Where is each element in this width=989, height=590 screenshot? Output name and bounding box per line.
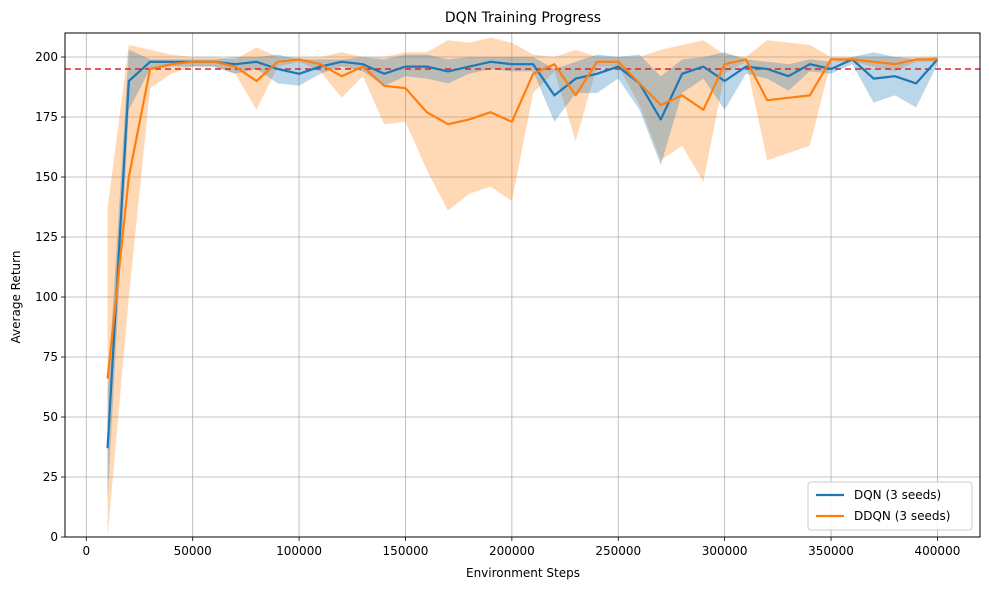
- plot-frame: [64, 32, 981, 538]
- y-tick-label: 175: [35, 110, 58, 124]
- x-tick-label: 200000: [489, 544, 535, 558]
- confidence-band-ddqn: [107, 37, 938, 538]
- x-tick-label: 350000: [808, 544, 854, 558]
- axis-ticks: 0 50000 100000 150000 200000 250000 300000 3500…: [35, 50, 960, 558]
- confidence-bands: [107, 37, 938, 538]
- y-tick-label: 150: [35, 170, 58, 184]
- x-tick-label: 150000: [383, 544, 429, 558]
- x-tick-label: 50000: [174, 544, 212, 558]
- y-tick-label: 25: [43, 470, 58, 484]
- legend-label: DQN (3 seeds): [854, 488, 941, 502]
- legend-box: [807, 481, 973, 531]
- chart-title: DQN Training Progress: [445, 10, 601, 26]
- x-tick-label: 0: [82, 544, 90, 558]
- y-tick-label: 125: [35, 230, 58, 244]
- y-axis-title: Average Return: [9, 251, 23, 344]
- x-tick-label: 100000: [276, 544, 322, 558]
- y-tick-label: 200: [35, 50, 58, 64]
- x-tick-label: 250000: [595, 544, 641, 558]
- x-axis-title: Environment Steps: [466, 566, 580, 580]
- y-tick-label: 50: [43, 410, 58, 424]
- legend-label: DDQN (3 seeds): [854, 509, 950, 523]
- y-tick-label: 0: [50, 530, 58, 544]
- legend: DQN (3 seeds) DDQN (3 seeds): [807, 481, 973, 531]
- x-tick-label: 400000: [915, 544, 961, 558]
- series-line-ddqn: [106, 58, 938, 379]
- series-lines: [106, 58, 939, 449]
- y-tick-label: 100: [35, 290, 58, 304]
- y-tick-label: 75: [43, 350, 58, 364]
- series-line-dqn: [106, 58, 939, 449]
- x-tick-label: 300000: [702, 544, 748, 558]
